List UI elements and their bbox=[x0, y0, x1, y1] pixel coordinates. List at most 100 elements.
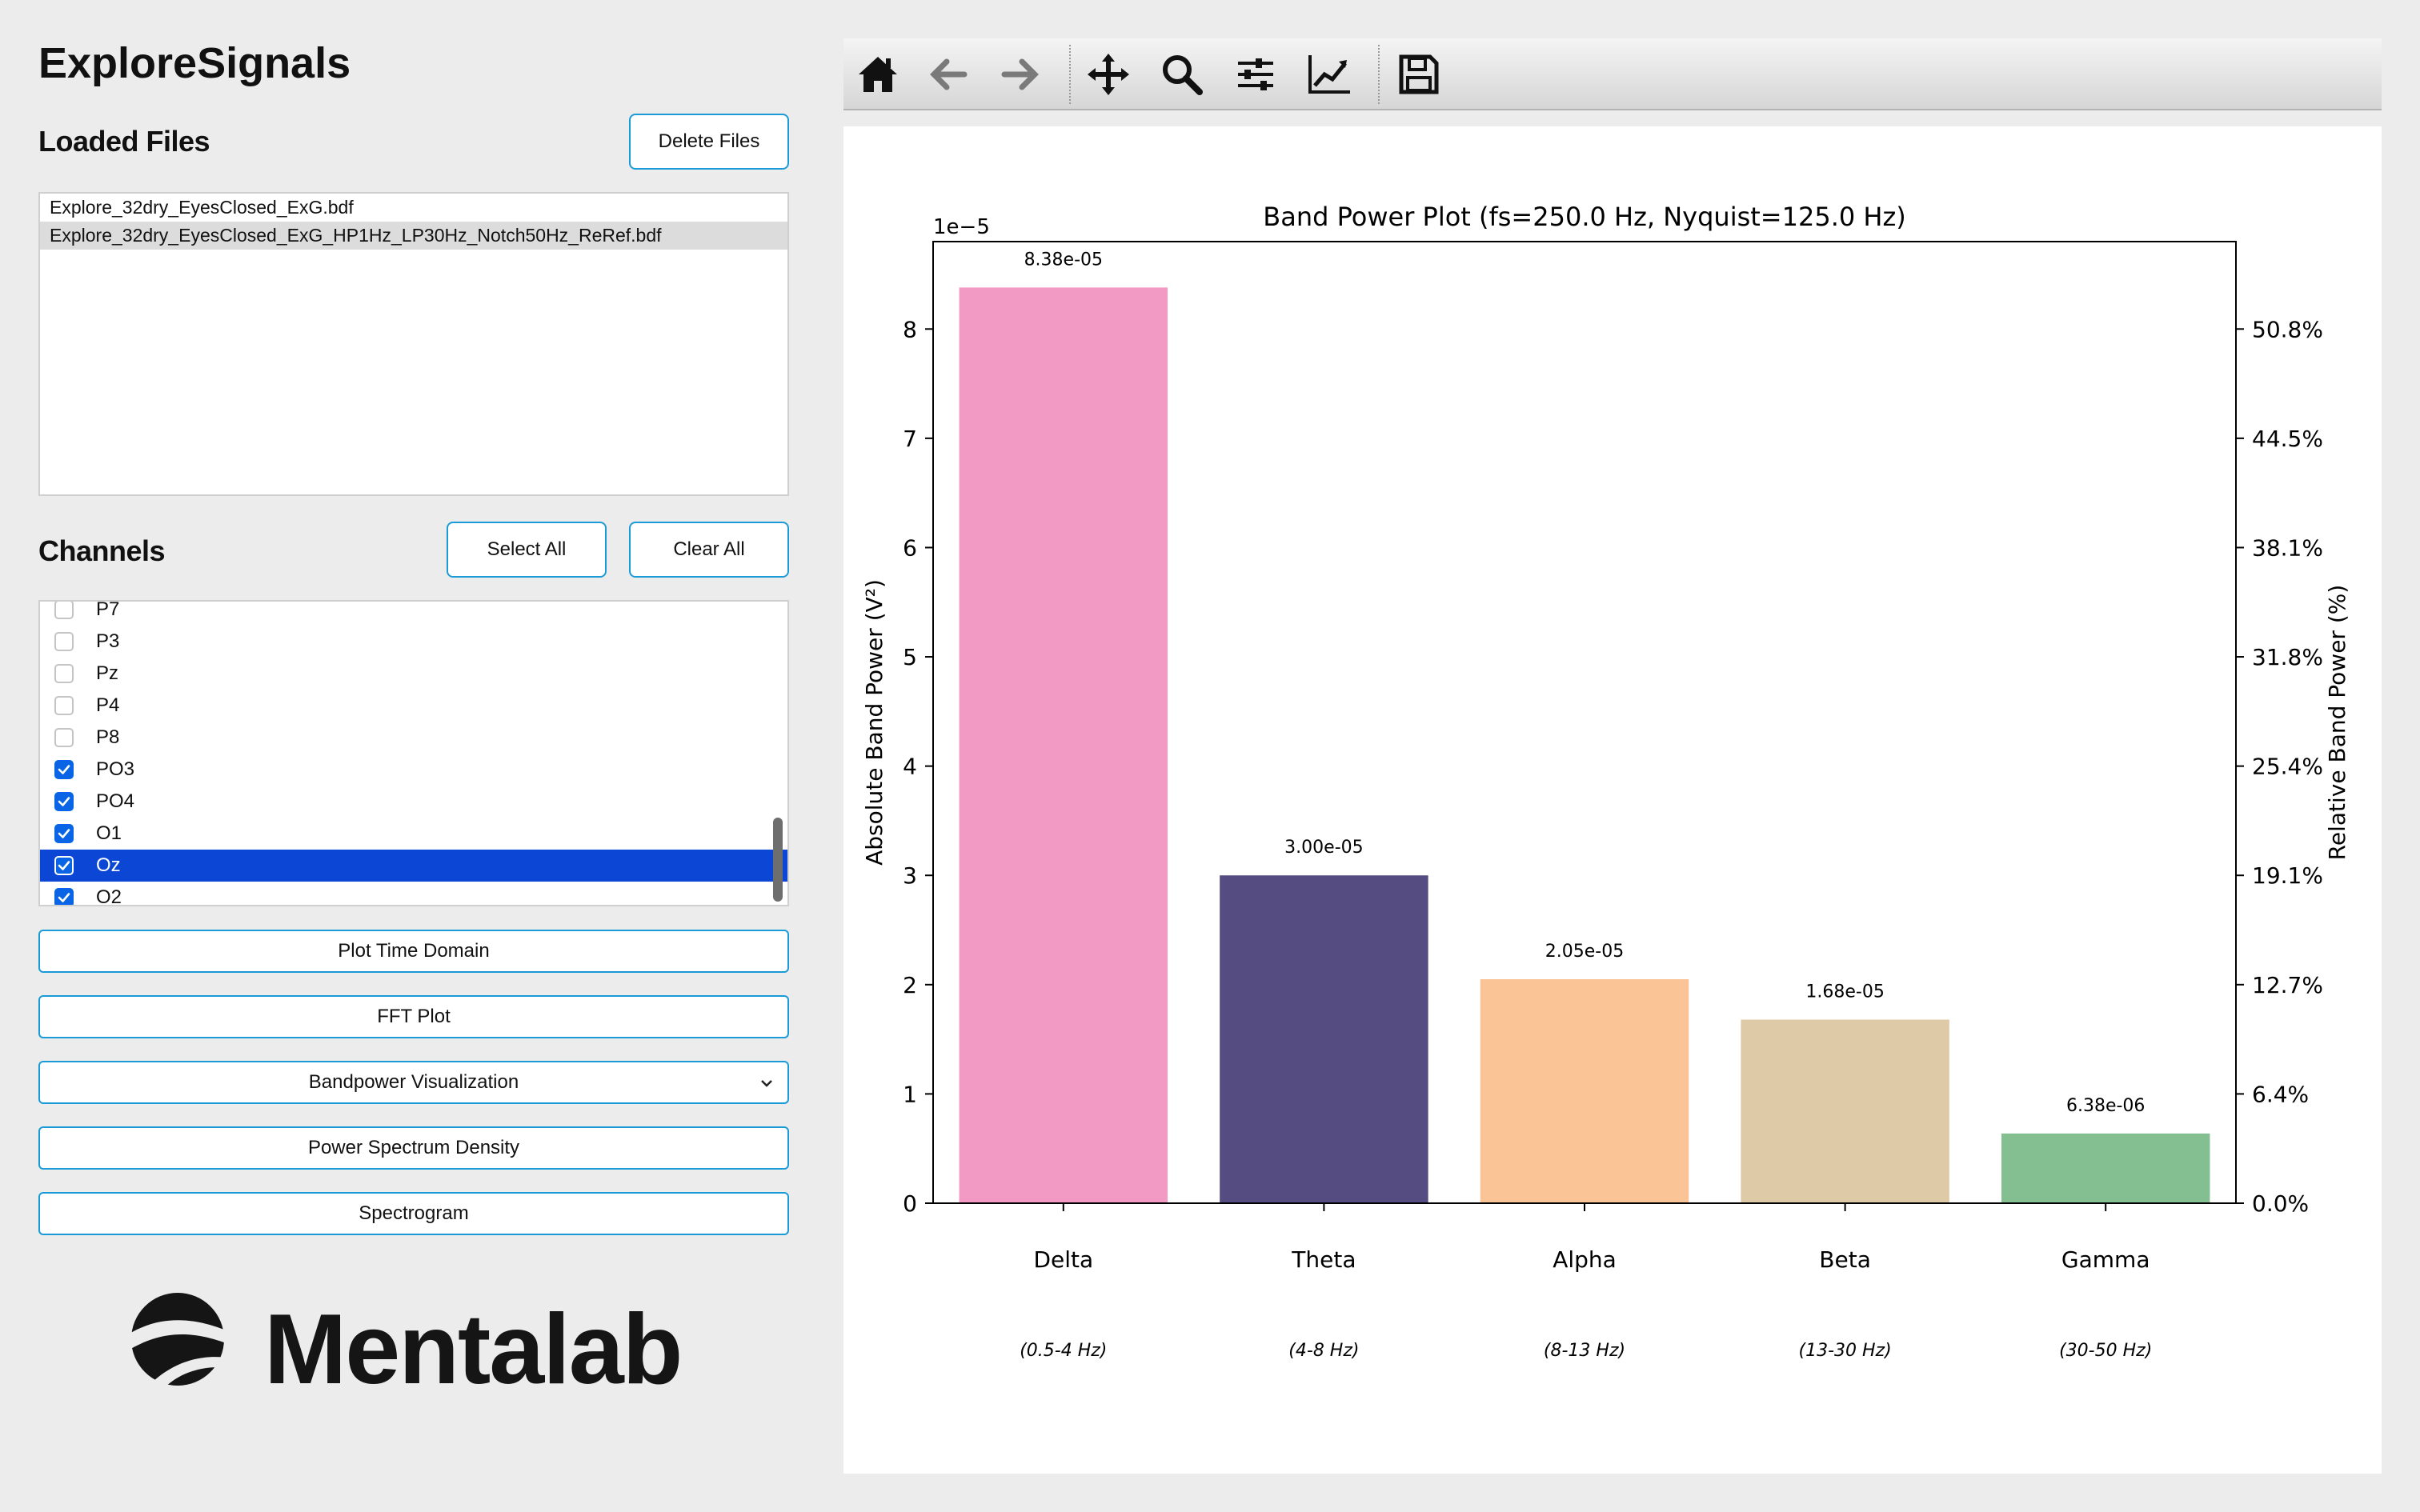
edit-axis-button[interactable] bbox=[1304, 50, 1354, 99]
bar-value-label: 6.38e-06 bbox=[2066, 1096, 2145, 1116]
fft-plot-button[interactable]: FFT Plot bbox=[38, 995, 789, 1038]
channel-row[interactable]: P8 bbox=[40, 722, 787, 754]
forward-button[interactable] bbox=[996, 50, 1045, 99]
plot-canvas[interactable]: Band Power Plot (fs=250.0 Hz, Nyquist=12… bbox=[843, 126, 2382, 1474]
chart-title: Band Power Plot (fs=250.0 Hz, Nyquist=12… bbox=[1263, 202, 1905, 232]
channel-label: P7 bbox=[96, 600, 120, 620]
subplots-config-icon bbox=[1238, 58, 1273, 90]
right-y-tick-label: 31.8% bbox=[2252, 644, 2323, 670]
pan-button[interactable] bbox=[1084, 50, 1133, 99]
x-tick-label: Gamma bbox=[2061, 1246, 2150, 1273]
channel-label: PO4 bbox=[96, 790, 135, 812]
y-tick-label: 2 bbox=[903, 972, 917, 998]
save-icon bbox=[1399, 54, 1439, 94]
home-button[interactable] bbox=[853, 50, 903, 99]
back-button[interactable] bbox=[924, 50, 973, 99]
x-tick-label: Beta bbox=[1819, 1246, 1871, 1273]
channel-row[interactable]: PO4 bbox=[40, 786, 787, 818]
y-tick-label: 0 bbox=[903, 1190, 917, 1217]
home-icon bbox=[859, 57, 897, 92]
right-y-tick-label: 0.0% bbox=[2252, 1190, 2309, 1217]
channel-row[interactable]: PO3 bbox=[40, 754, 787, 786]
channel-checkbox[interactable] bbox=[54, 602, 74, 619]
channel-list-scrollbar[interactable] bbox=[773, 818, 783, 902]
select-all-button[interactable]: Select All bbox=[447, 522, 607, 578]
zoom-icon bbox=[1163, 55, 1203, 95]
bar-value-label: 3.00e-05 bbox=[1284, 838, 1363, 858]
zoom-button[interactable] bbox=[1157, 50, 1207, 99]
mentalab-logo: Mentalab bbox=[128, 1288, 704, 1405]
right-y-tick-label: 12.7% bbox=[2252, 972, 2323, 998]
channel-checkbox[interactable] bbox=[54, 696, 74, 715]
channel-checkbox[interactable] bbox=[54, 824, 74, 843]
channel-checkbox[interactable] bbox=[54, 856, 74, 875]
channel-row[interactable]: P4 bbox=[40, 690, 787, 722]
pan-icon bbox=[1088, 54, 1129, 95]
channel-list[interactable]: P7 P3 Pz P4 P8 PO3 PO4 O1 Oz O2 bbox=[38, 600, 789, 906]
bar-value-label: 2.05e-05 bbox=[1545, 942, 1624, 962]
loaded-files-list[interactable]: Explore_32dry_EyesClosed_ExG.bdf Explore… bbox=[38, 192, 789, 496]
x-range-label: (30-50 Hz) bbox=[2059, 1341, 2152, 1361]
channel-checkbox[interactable] bbox=[54, 632, 74, 651]
power-spectrum-density-button[interactable]: Power Spectrum Density bbox=[38, 1126, 789, 1170]
file-item[interactable]: Explore_32dry_EyesClosed_ExG.bdf bbox=[50, 197, 354, 218]
app-title: ExploreSignals bbox=[38, 39, 351, 87]
loaded-files-heading: Loaded Files bbox=[38, 125, 210, 158]
toolbar-separator bbox=[1069, 45, 1071, 104]
configure-subplots-button[interactable] bbox=[1231, 50, 1280, 99]
bandpower-visualization-dropdown[interactable]: Bandpower Visualization bbox=[38, 1061, 789, 1104]
bar-beta bbox=[1741, 1019, 1949, 1203]
y-tick-label: 6 bbox=[903, 534, 917, 561]
channel-checkbox[interactable] bbox=[54, 888, 74, 905]
edit-axis-icon bbox=[1308, 55, 1350, 94]
bar-delta bbox=[959, 287, 1168, 1203]
x-range-label: (8-13 Hz) bbox=[1544, 1341, 1625, 1361]
right-y-tick-label: 25.4% bbox=[2252, 754, 2323, 780]
delete-files-button[interactable]: Delete Files bbox=[629, 114, 789, 170]
bar-theta bbox=[1220, 875, 1428, 1203]
channel-checkbox[interactable] bbox=[54, 664, 74, 683]
y-tick-label: 5 bbox=[903, 644, 917, 670]
x-range-label: (13-30 Hz) bbox=[1799, 1341, 1892, 1361]
x-range-label: (0.5-4 Hz) bbox=[1020, 1341, 1107, 1361]
x-tick-label: Theta bbox=[1291, 1246, 1356, 1273]
channel-checkbox[interactable] bbox=[54, 792, 74, 811]
right-y-tick-label: 6.4% bbox=[2252, 1081, 2309, 1107]
bar-alpha bbox=[1480, 978, 1689, 1203]
y-tick-label: 7 bbox=[903, 426, 917, 452]
channel-label: P3 bbox=[96, 630, 120, 652]
y-tick-label: 4 bbox=[903, 754, 917, 780]
channel-label: Oz bbox=[96, 854, 121, 876]
channel-row[interactable]: P3 bbox=[40, 626, 787, 658]
channel-row[interactable]: Pz bbox=[40, 658, 787, 690]
checkmark-icon bbox=[58, 893, 70, 902]
toolbar-separator bbox=[1378, 45, 1380, 104]
channel-checkbox[interactable] bbox=[54, 760, 74, 779]
clear-all-button[interactable]: Clear All bbox=[629, 522, 789, 578]
save-figure-button[interactable] bbox=[1394, 50, 1444, 99]
plot-toolbar bbox=[843, 38, 2382, 110]
back-arrow-icon bbox=[930, 58, 968, 90]
channel-checkbox[interactable] bbox=[54, 728, 74, 747]
x-range-label: (4-8 Hz) bbox=[1288, 1341, 1359, 1361]
x-tick-label: Delta bbox=[1033, 1246, 1093, 1273]
channel-row[interactable]: O2 bbox=[40, 882, 787, 905]
checkmark-icon bbox=[58, 797, 70, 806]
plot-time-domain-button[interactable]: Plot Time Domain bbox=[38, 930, 789, 973]
right-y-axis-label: Relative Band Power (%) bbox=[2324, 585, 2350, 861]
channel-row[interactable]: P7 bbox=[40, 600, 787, 626]
forward-arrow-icon bbox=[1001, 58, 1039, 90]
file-item-selected[interactable]: Explore_32dry_EyesClosed_ExG_HP1Hz_LP30H… bbox=[40, 222, 787, 250]
y-axis-label: Absolute Band Power (V²) bbox=[861, 579, 887, 866]
channel-row[interactable]: O1 bbox=[40, 818, 787, 850]
checkmark-icon bbox=[58, 829, 70, 838]
y-offset-label: 1e−5 bbox=[933, 215, 990, 239]
checkmark-icon bbox=[58, 861, 70, 870]
right-y-tick-label: 44.5% bbox=[2252, 426, 2323, 452]
mentalab-logo-text: Mentalab bbox=[264, 1294, 683, 1405]
bar-gamma bbox=[2001, 1133, 2210, 1203]
right-y-tick-label: 19.1% bbox=[2252, 862, 2323, 889]
channel-label: P4 bbox=[96, 694, 120, 716]
spectrogram-button[interactable]: Spectrogram bbox=[38, 1192, 789, 1235]
channel-row[interactable]: Oz bbox=[40, 850, 787, 882]
